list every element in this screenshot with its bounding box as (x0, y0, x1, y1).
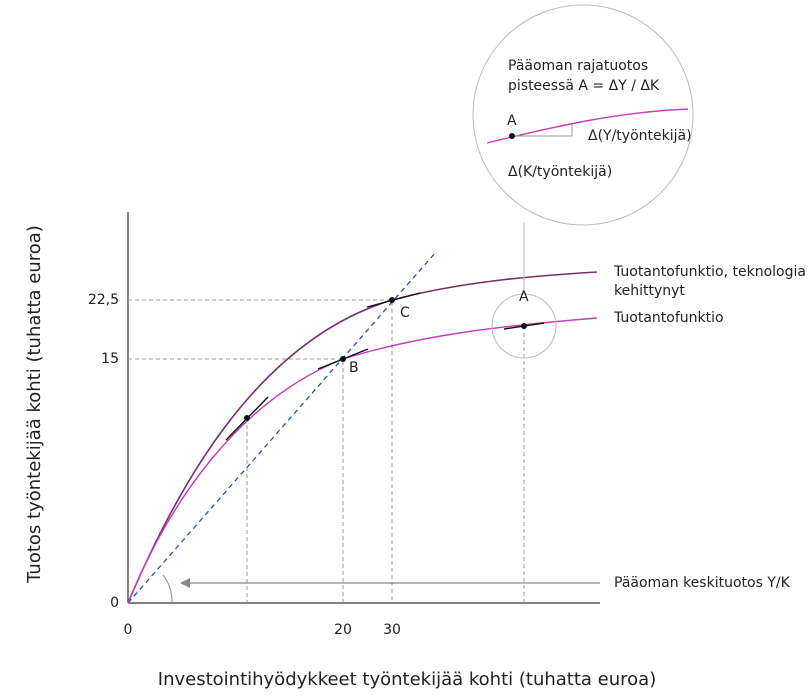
axes (127, 212, 600, 604)
y-axis-title: Tuotos työntekijää kohti (tuhatta euroa) (24, 225, 45, 584)
point (340, 356, 346, 362)
inset-dx: Δ(K/työntekijä) (508, 164, 612, 180)
point (244, 415, 250, 421)
point-label: C (400, 305, 410, 321)
guides (128, 299, 525, 603)
x-tick-label: 0 (124, 622, 133, 638)
average-line (127, 251, 437, 604)
point-label: B (349, 360, 359, 376)
point (389, 297, 395, 303)
lower-curve (127, 317, 598, 604)
points (244, 297, 527, 421)
curve-label: Tuotantofunktio, teknologia (613, 264, 806, 280)
y-tick-label: 0 (110, 595, 119, 611)
inset-point-label: A (507, 113, 517, 129)
curve-label: Pääoman keskituotos Y/K (614, 575, 791, 591)
x-tick-label: 20 (334, 622, 352, 638)
arrow-head (180, 578, 190, 588)
point-label: A (519, 289, 529, 305)
curve-label: Tuotantofunktio (613, 310, 724, 326)
inset-circle (472, 4, 694, 226)
inset-dy: Δ(Y/työntekijä) (588, 128, 692, 144)
curve-label: kehittynyt (614, 283, 685, 299)
inset-title: pisteessä A = ΔY / ΔK (508, 78, 660, 94)
tangents (225, 292, 545, 441)
x-tick-label: 30 (383, 622, 401, 638)
y-tick-label: 22,5 (88, 292, 119, 308)
y-tick-label: 15 (101, 351, 119, 367)
x-axis-title: Investointihyödykkeet työntekijää kohti … (158, 669, 656, 690)
guide-b (128, 358, 344, 603)
inset-title: Pääoman rajatuotos (508, 58, 648, 74)
inset-point (509, 133, 515, 139)
point (521, 323, 527, 329)
upper-curve (127, 271, 598, 604)
inset-triangle (512, 124, 573, 137)
angle-arc (162, 574, 173, 604)
guide-c (128, 299, 393, 603)
